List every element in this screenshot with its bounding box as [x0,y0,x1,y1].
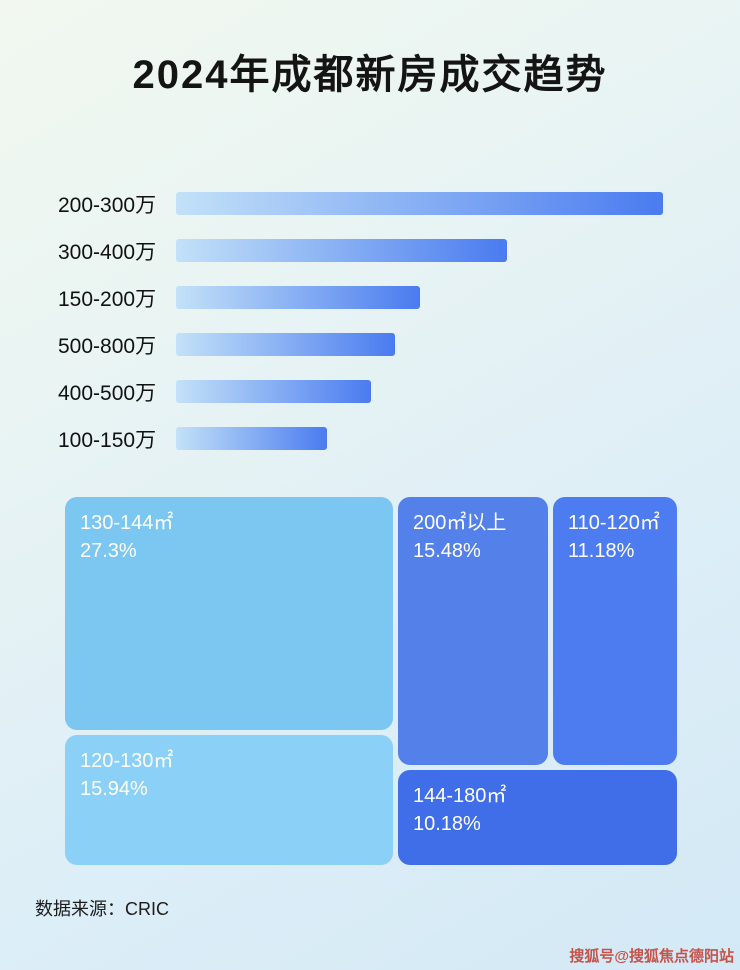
treemap-block-percent: 11.18% [568,540,635,562]
bar [176,333,396,356]
bar-label: 200-300万 [58,193,157,217]
treemap-block-percent: 27.3% [80,540,137,562]
treemap-block-label: 110-120㎡ [568,512,660,534]
bar-row: 400-500万 [58,380,740,405]
bar-track [176,427,663,450]
bar-row: 100-150万 [58,427,740,452]
treemap-block: 200㎡以上 15.48% [398,497,548,765]
bar-label: 400-500万 [58,381,157,405]
bar-track [176,286,663,309]
bar-label: 150-200万 [58,287,157,311]
treemap-block: 130-144㎡ 27.3% [65,497,393,730]
page-title: 2024年成都新房成交趋势 [132,53,608,97]
treemap-block-percent: 10.18% [413,813,481,835]
treemap-block: 144-180㎡ 10.18% [398,770,677,865]
treemap-block: 110-120㎡ 11.18% [553,497,677,765]
bar-row: 500-800万 [58,333,740,358]
treemap-block-label: 200㎡以上 [413,512,507,534]
bar [176,239,508,262]
treemap-block-label: 144-180㎡ [413,785,507,807]
bar-label: 500-800万 [58,334,157,358]
treemap-block-label: 130-144㎡ [80,512,174,534]
bar-track [176,239,663,262]
bar [176,427,327,450]
area-size-treemap: 130-144㎡ 27.3% 200㎡以上 15.48% 110-120㎡ 11… [65,497,677,865]
bar-track [176,380,663,403]
price-range-bar-chart: 200-300万 300-400万 150-200万 500-800万 400-… [0,192,740,452]
bar [176,380,371,403]
data-source-note: 数据来源：CRIC [35,899,169,919]
treemap-block-percent: 15.94% [80,778,148,800]
treemap-block-label: 120-130㎡ [80,750,174,772]
bar-row: 150-200万 [58,286,740,311]
bar-track [176,192,663,215]
treemap-block-percent: 15.48% [413,540,481,562]
bar [176,286,420,309]
treemap-block: 120-130㎡ 15.94% [65,735,393,865]
bar [176,192,663,215]
watermark: 搜狐号@搜狐焦点德阳站 [569,948,734,965]
bar-row: 200-300万 [58,192,740,217]
bar-row: 300-400万 [58,239,740,264]
bar-label: 100-150万 [58,428,157,452]
bar-track [176,333,663,356]
bar-label: 300-400万 [58,240,157,264]
